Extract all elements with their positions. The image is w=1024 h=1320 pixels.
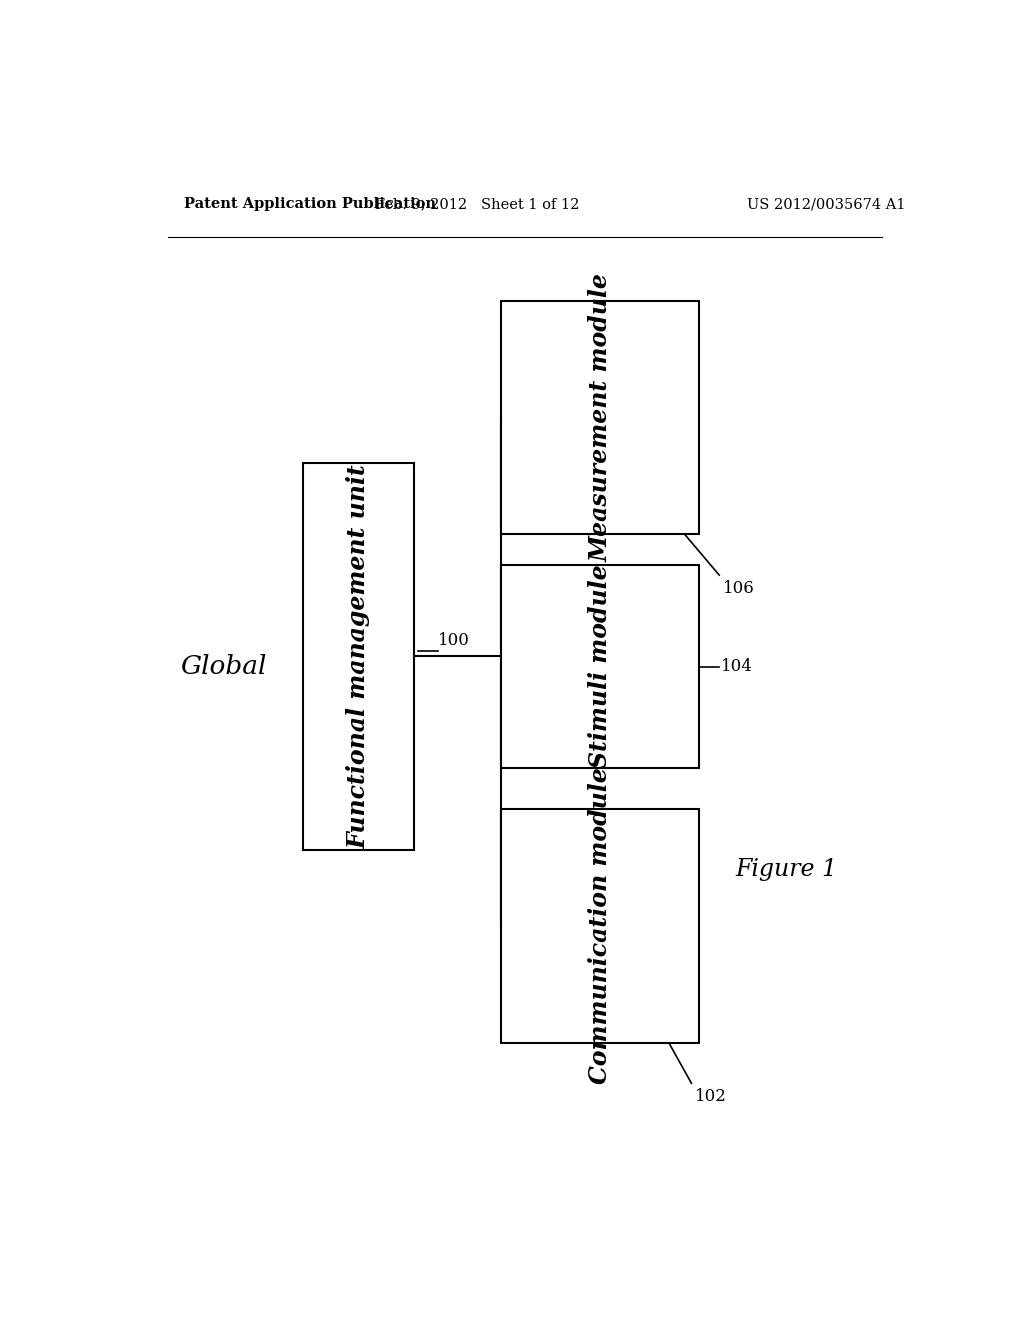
Text: 102: 102 xyxy=(695,1089,727,1105)
Bar xyxy=(501,565,699,768)
Text: Stimuli module: Stimuli module xyxy=(588,565,612,768)
Bar xyxy=(501,301,699,535)
Text: US 2012/0035674 A1: US 2012/0035674 A1 xyxy=(748,197,905,211)
Bar xyxy=(303,463,414,850)
Text: Patent Application Publication: Patent Application Publication xyxy=(183,197,435,211)
Text: Communication module: Communication module xyxy=(588,767,612,1084)
Bar xyxy=(501,809,699,1043)
Text: Figure 1: Figure 1 xyxy=(735,858,838,882)
Text: Feb. 9, 2012   Sheet 1 of 12: Feb. 9, 2012 Sheet 1 of 12 xyxy=(375,197,580,211)
Text: 104: 104 xyxy=(721,659,753,675)
Text: Functional management unit: Functional management unit xyxy=(346,465,370,849)
Text: 106: 106 xyxy=(723,581,755,597)
Text: Measurement module: Measurement module xyxy=(588,273,612,562)
Text: Global: Global xyxy=(180,655,266,678)
Text: 100: 100 xyxy=(438,632,470,649)
